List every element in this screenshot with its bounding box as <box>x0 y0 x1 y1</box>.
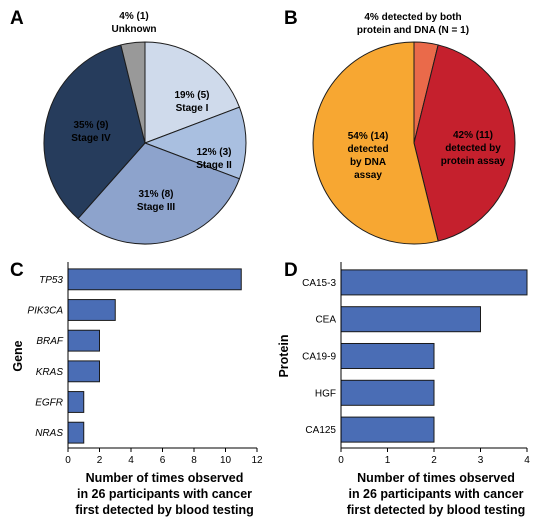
bar-d-category-1: CA15-3 <box>302 278 336 289</box>
pie-a-label-1-line-2: Stage I <box>176 103 209 114</box>
bar-d-x-axis-label-line-2: in 26 participants with cancer <box>348 487 523 501</box>
bar-d-bar-3 <box>340 342 435 370</box>
bar-c-category-1: TP53 <box>39 275 63 286</box>
pie-a-label-5-line-1: 4% (1) <box>119 11 148 22</box>
bar-c-x-axis-label-line-2: in 26 participants with cancer <box>77 487 252 501</box>
panel-letter-a: A <box>10 8 24 29</box>
bar-c-bar-6 <box>67 421 85 444</box>
bar-c-x-tick-label-4: 6 <box>160 455 166 466</box>
pie-b-label-1-line-2: protein and DNA (N = 1) <box>357 25 469 36</box>
bar-c-x-tick-label-1: 0 <box>65 455 71 466</box>
bar-c-x-tick-label-3: 4 <box>128 455 134 466</box>
bar-d-y-axis-label: Protein <box>277 334 291 377</box>
bar-c-x-tick-label-5: 8 <box>191 455 197 466</box>
bar-c-bar-4 <box>67 360 100 383</box>
bar-d-category-3: CA19-9 <box>302 352 336 363</box>
pie-a-label-1-line-1: 19% (5) <box>174 90 209 101</box>
bar-c-x-axis-label-line-1: Number of times observed <box>86 471 244 485</box>
bar-d-bar-4 <box>340 379 435 406</box>
bar-d-x-axis-label-line-3: first detected by blood testing <box>347 503 526 517</box>
bar-d-x-tick-label-4: 3 <box>478 455 484 466</box>
bar-d-x-axis-label-line-1: Number of times observed <box>357 471 515 485</box>
pie-b-slice-3 <box>312 41 439 245</box>
bar-c-category-3: BRAF <box>36 336 64 347</box>
bar-d-bar-1 <box>340 269 528 296</box>
pie-a-slice-3 <box>77 142 241 245</box>
pie-b-label-3-line-1: 54% (14) <box>348 131 389 142</box>
pie-b-label-2-line-2: detected by <box>445 143 501 154</box>
bar-c-category-6: NRAS <box>35 428 63 439</box>
pie-a-label-5-line-2: Unknown <box>112 24 157 35</box>
bar-c-category-4: KRAS <box>36 367 64 378</box>
pie-b-label-3-line-2: detected <box>347 144 388 155</box>
bar-c-x-tick-label-2: 2 <box>97 455 103 466</box>
bar-d-x-tick-label-2: 1 <box>385 455 391 466</box>
bar-c-bar-5 <box>67 391 85 413</box>
pie-a-slice-2 <box>143 106 247 180</box>
bar-d-bar-2 <box>340 306 481 333</box>
pie-b-label-3-line-3: by DNA <box>350 157 386 168</box>
pie-a-label-3-line-1: 31% (8) <box>138 189 173 200</box>
bar-d-category-2: CEA <box>315 315 336 326</box>
pie-b-label-2-line-3: protein assay <box>441 156 506 167</box>
pie-a-label-2-line-1: 12% (3) <box>196 147 231 158</box>
bar-c-bar-1 <box>67 268 242 291</box>
pie-a-slice-4 <box>43 44 146 220</box>
bar-d-category-5: CA125 <box>305 425 336 436</box>
bar-c-x-axis-label-line-3: first detected by blood testing <box>75 503 254 517</box>
pie-a-label-4-line-2: Stage IV <box>71 133 111 144</box>
pie-b-slice-2 <box>413 44 516 242</box>
bar-d-x-tick-label-5: 4 <box>524 455 530 466</box>
bar-c-x-tick-label-6: 10 <box>220 455 232 466</box>
pie-a-label-3-line-2: Stage III <box>137 202 176 213</box>
pie-a-slice-5 <box>120 41 146 144</box>
panel-letter-b: B <box>284 8 298 29</box>
bar-d-x-tick-label-1: 0 <box>338 455 344 466</box>
bar-c-bar-3 <box>67 329 100 352</box>
pie-b-label-3-line-4: assay <box>354 170 382 181</box>
bar-c-category-2: PIK3CA <box>27 306 63 317</box>
pie-a-label-4-line-1: 35% (9) <box>73 120 108 131</box>
pie-b-label-1-line-1: 4% detected by both <box>364 12 461 23</box>
pie-a-label-2-line-2: Stage II <box>196 160 232 171</box>
bar-d-bar-5 <box>340 416 435 443</box>
pie-a-slice-1 <box>144 41 241 144</box>
pie-b-label-2-line-1: 42% (11) <box>453 130 493 141</box>
panel-letter-d: D <box>284 260 298 281</box>
bar-c-category-5: EGFR <box>35 398 63 409</box>
bar-c-bar-2 <box>67 299 116 321</box>
bar-d-category-4: HGF <box>315 388 336 399</box>
panel-letter-c: C <box>10 260 24 281</box>
bar-d-x-tick-label-3: 2 <box>431 455 437 466</box>
bar-c-y-axis-label: Gene <box>11 340 25 371</box>
bar-c-x-tick-label-7: 12 <box>251 455 263 466</box>
